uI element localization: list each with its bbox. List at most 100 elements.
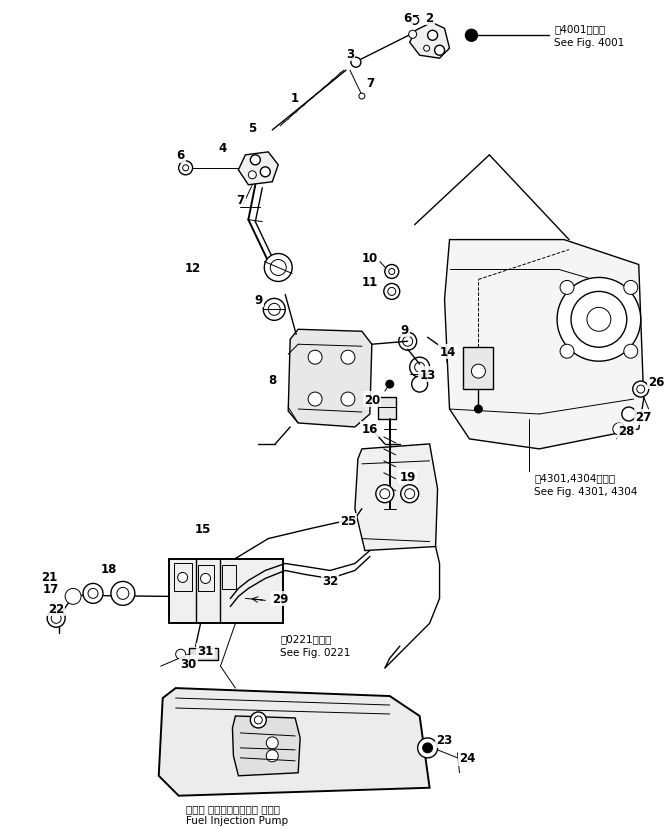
- Circle shape: [417, 738, 437, 758]
- Circle shape: [622, 407, 635, 421]
- Bar: [378, 397, 396, 420]
- Circle shape: [117, 588, 129, 599]
- Text: See Fig. 0221: See Fig. 0221: [280, 647, 351, 657]
- Circle shape: [637, 386, 645, 393]
- Circle shape: [388, 288, 396, 296]
- Text: 31: 31: [197, 644, 213, 657]
- Circle shape: [587, 308, 611, 332]
- Circle shape: [51, 614, 61, 623]
- Circle shape: [560, 282, 574, 295]
- Text: 11: 11: [362, 276, 378, 289]
- Text: 27: 27: [635, 411, 652, 424]
- Polygon shape: [445, 240, 643, 450]
- Circle shape: [435, 46, 445, 56]
- Circle shape: [88, 589, 98, 599]
- Circle shape: [178, 161, 193, 176]
- Bar: [464, 348, 493, 390]
- Circle shape: [415, 363, 425, 373]
- Text: 6: 6: [176, 149, 185, 162]
- Text: 7: 7: [236, 194, 244, 207]
- Text: 8: 8: [268, 373, 276, 386]
- Circle shape: [254, 716, 262, 724]
- Circle shape: [183, 166, 189, 171]
- Circle shape: [359, 94, 365, 100]
- Bar: [223, 566, 236, 590]
- Bar: [197, 566, 213, 592]
- Circle shape: [423, 46, 429, 52]
- Circle shape: [386, 381, 394, 388]
- Text: 1: 1: [291, 91, 299, 104]
- Circle shape: [264, 254, 292, 282]
- Circle shape: [268, 304, 280, 316]
- Polygon shape: [238, 152, 278, 185]
- Polygon shape: [289, 330, 372, 427]
- Circle shape: [341, 392, 355, 407]
- Text: 13: 13: [419, 368, 435, 381]
- Text: 30: 30: [180, 657, 197, 670]
- Circle shape: [47, 609, 65, 628]
- Circle shape: [427, 31, 437, 41]
- Text: 4: 4: [218, 142, 227, 155]
- Bar: [189, 648, 219, 661]
- Circle shape: [308, 392, 322, 407]
- Text: 18: 18: [101, 562, 117, 575]
- Circle shape: [384, 284, 400, 300]
- Circle shape: [472, 364, 485, 378]
- Text: 3: 3: [346, 48, 354, 60]
- Circle shape: [376, 485, 394, 503]
- Text: 23: 23: [436, 734, 453, 747]
- Circle shape: [423, 743, 433, 753]
- Circle shape: [266, 737, 278, 749]
- Circle shape: [83, 584, 103, 604]
- Text: 10: 10: [362, 252, 378, 265]
- Text: フェル インジェクション ポンプ: フェル インジェクション ポンプ: [186, 802, 280, 813]
- Circle shape: [624, 344, 637, 359]
- Bar: [168, 559, 283, 623]
- Circle shape: [409, 31, 417, 39]
- Text: 7: 7: [366, 76, 374, 89]
- Text: 12: 12: [185, 262, 201, 275]
- Text: Fuel Injection Pump: Fuel Injection Pump: [186, 815, 288, 825]
- Circle shape: [266, 750, 278, 762]
- Text: 25: 25: [340, 514, 356, 527]
- Circle shape: [403, 337, 413, 347]
- Text: 29: 29: [272, 592, 289, 605]
- Text: 9: 9: [254, 294, 262, 306]
- Polygon shape: [355, 445, 437, 551]
- Text: See Fig. 4301, 4304: See Fig. 4301, 4304: [534, 486, 637, 496]
- Text: 9: 9: [401, 324, 409, 336]
- Text: 17: 17: [43, 582, 59, 595]
- Text: 19: 19: [399, 471, 416, 484]
- Circle shape: [399, 333, 417, 351]
- Circle shape: [384, 265, 399, 279]
- Circle shape: [263, 299, 285, 321]
- Text: 6: 6: [403, 12, 412, 25]
- Polygon shape: [159, 688, 429, 796]
- Circle shape: [111, 582, 135, 605]
- Text: 21: 21: [41, 570, 57, 583]
- Circle shape: [624, 282, 637, 295]
- Circle shape: [560, 344, 574, 359]
- Circle shape: [412, 377, 427, 392]
- Circle shape: [341, 351, 355, 364]
- Text: 第4001図参照: 第4001図参照: [554, 24, 605, 34]
- Text: 2: 2: [425, 12, 433, 25]
- Text: 15: 15: [195, 522, 211, 536]
- Circle shape: [466, 31, 477, 42]
- Text: 26: 26: [648, 375, 665, 388]
- Text: 22: 22: [48, 602, 64, 615]
- Circle shape: [410, 358, 429, 378]
- Polygon shape: [410, 23, 450, 59]
- Circle shape: [557, 278, 641, 362]
- Circle shape: [201, 574, 211, 584]
- Circle shape: [250, 156, 260, 166]
- Text: 32: 32: [322, 575, 338, 587]
- Circle shape: [176, 649, 186, 659]
- Circle shape: [351, 58, 361, 68]
- Circle shape: [401, 485, 419, 503]
- Circle shape: [248, 171, 256, 180]
- Circle shape: [270, 260, 287, 276]
- Bar: [174, 564, 192, 592]
- Circle shape: [178, 573, 188, 583]
- Circle shape: [389, 269, 395, 275]
